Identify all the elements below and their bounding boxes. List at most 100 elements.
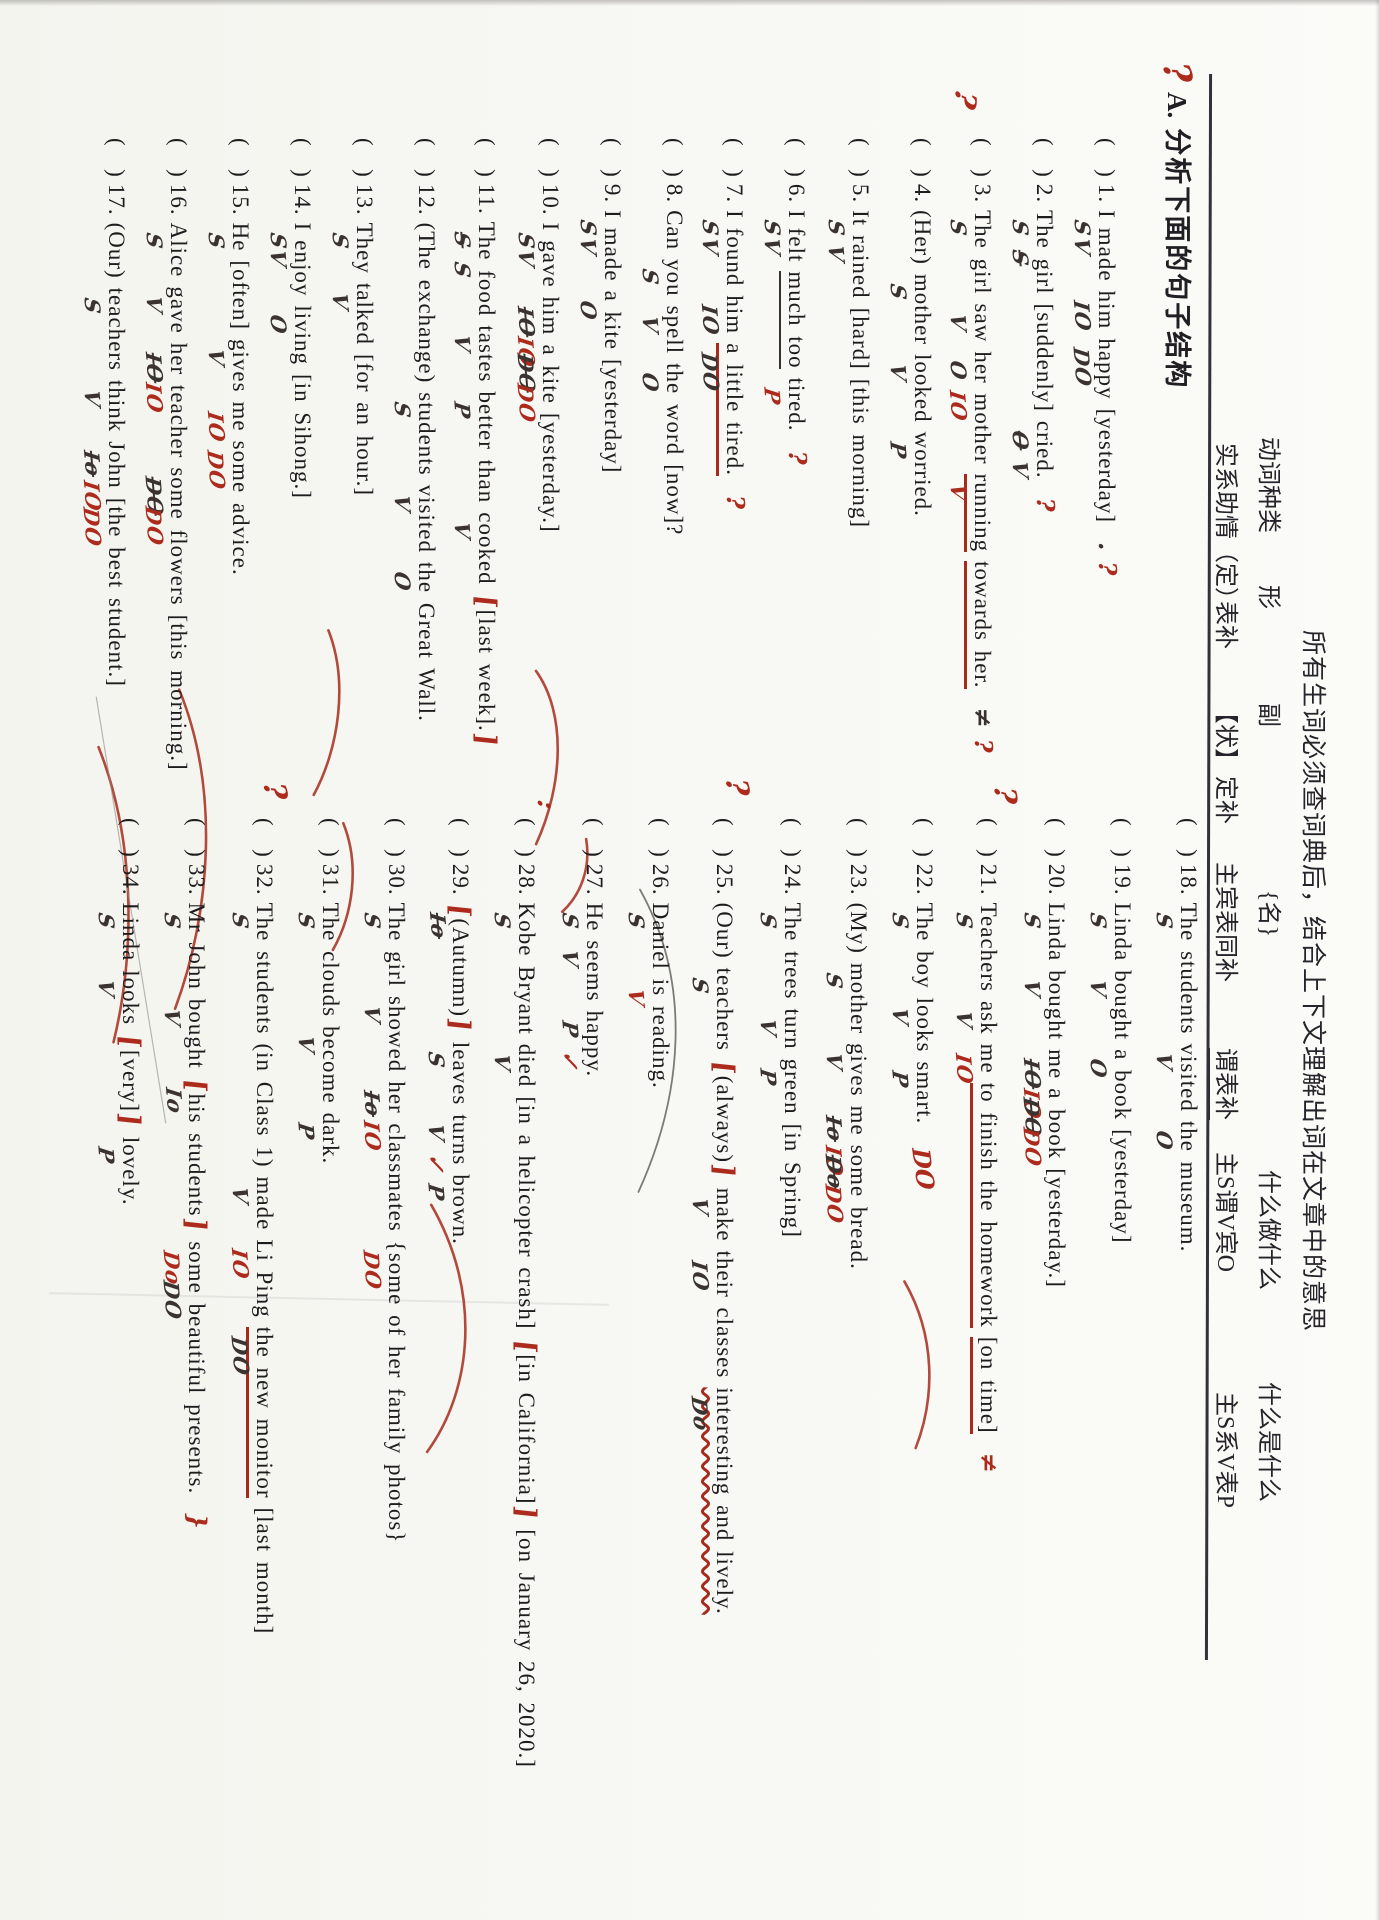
handwritten-mark: IO (140, 351, 169, 385)
word-token: running V (945, 473, 995, 553)
word-token: [[in California]] (510, 1337, 541, 1521)
sentence-item-11: ( ) 11. The food S S tastes V better than P cooke… (449, 138, 501, 757)
word-token: gives V (821, 1043, 871, 1097)
handwritten-mark: V (513, 248, 540, 270)
handwritten-mark: S (945, 218, 972, 238)
handwritten-mark: V (755, 1016, 782, 1038)
handwritten-mark: O (945, 359, 972, 383)
handwritten-mark: V (265, 248, 292, 270)
word-token: me IO (950, 1043, 1001, 1086)
word-token: The students S (227, 902, 277, 1035)
grader-doodle: ? (255, 781, 294, 801)
word-token: {some of her family photos} DO (358, 1240, 409, 1544)
sentence-number: 1. (1094, 183, 1119, 204)
handwritten-mark: V (823, 243, 850, 265)
handwritten-mark: S (697, 218, 724, 238)
word-token: spell V (637, 305, 687, 355)
handwritten-mark: V (79, 388, 106, 409)
word-token: Li Ping IO (226, 1239, 277, 1318)
word-token: [yesterday] (1110, 1129, 1135, 1244)
word-token: a book DO DO (1018, 1088, 1069, 1169)
scan-edge-shadow (0, 0, 1379, 6)
handwritten-mark: V (697, 236, 724, 257)
sentence-item-2: ( ) 2. The girl S S [suddenly] cried. O V? (1007, 138, 1060, 513)
word-token: think V (79, 380, 129, 433)
word-token: happy DO (1068, 338, 1119, 400)
handwritten-mark: Io (78, 449, 107, 479)
handwritten-mark: V (887, 1005, 914, 1027)
word-token: [now]? (662, 464, 687, 536)
answer-blank-parens: ( ) (166, 138, 191, 179)
word-token: [yesterday] (600, 359, 625, 474)
word-token: turn V (755, 1008, 805, 1050)
sentence-number: 16. (166, 183, 191, 216)
answer-blank-parens: ( ) (848, 138, 873, 179)
handwritten-mark: S (93, 910, 120, 931)
handwritten-mark: S (637, 267, 664, 287)
answer-blank-parens: ( ) (1032, 138, 1057, 179)
word-token: bought V (1019, 970, 1069, 1041)
handwritten-mark: ✓ (557, 1048, 584, 1071)
sentence-number: 12. (414, 183, 439, 216)
handwritten-mark: V (951, 1009, 978, 1030)
handwritten-mark: IO (696, 303, 725, 338)
handwritten-mark: V (821, 1051, 848, 1072)
red-bracket-mark: [ (470, 593, 501, 611)
sentence-number: 24. (780, 863, 805, 896)
word-token: him IO (1068, 290, 1119, 333)
word-token: [hard] (848, 307, 873, 370)
handwritten-mark: V (687, 1196, 714, 1217)
handwritten-mark: S (575, 218, 602, 238)
handwritten-mark: V (227, 1184, 254, 1206)
word-token: students S (389, 392, 439, 476)
handwritten-mark: S (755, 910, 782, 931)
word-token: turns V ✓ (423, 1114, 473, 1175)
word-token: cooked V (449, 512, 499, 585)
answer-blank-parens: ( ) (474, 138, 499, 179)
trailing-mark: ? (1031, 497, 1060, 513)
red-bracket-mark: [ (114, 1033, 145, 1051)
handwritten-mark: P (759, 385, 786, 407)
handwritten-mark: IO (202, 409, 231, 444)
word-token: [the best student.] DO (78, 497, 129, 687)
handwritten-mark: V (359, 1004, 386, 1026)
sentence-item-19: ( ) 19. Linda S bought V a book O [yesterday] (1085, 818, 1135, 1253)
sentence-number: 10. (538, 183, 563, 216)
word-token: worried. P (885, 431, 935, 517)
answer-blank-parens: ( ) (1094, 138, 1119, 179)
word-token: looks V (93, 970, 143, 1026)
header-term-adjective: 形 (1255, 585, 1281, 609)
sentence-item-8: ( ) 8. Can you S spell V the word O [now]? (637, 138, 687, 544)
handwritten-mark: V (1151, 1051, 1178, 1073)
handwritten-mark: V (141, 294, 168, 316)
handwritten-mark: S (1085, 910, 1112, 931)
word-token: seems V (557, 940, 607, 1002)
handwritten-mark: DO (820, 1182, 849, 1226)
sentence-item-31: ( ) 31. The clouds S become V dark. P (293, 818, 343, 1173)
sentence-number: 19. (1110, 863, 1135, 896)
section-a-title: 分析下面的句子结构 (1162, 128, 1192, 390)
word-token: rained V (823, 235, 873, 299)
word-token: dark. P (293, 1112, 343, 1165)
word-token: Linda S (1085, 902, 1135, 962)
word-token: gave V (513, 240, 563, 288)
trailing-mark: ? (1093, 561, 1122, 577)
word-token: gives V (203, 338, 253, 393)
word-token: visited V (389, 484, 439, 553)
answer-blank-parens: ( ) (414, 138, 439, 179)
handwritten-mark: S (1007, 248, 1034, 268)
answer-blank-parens: ( ) (976, 818, 1001, 859)
sentence-number: 14. (290, 183, 315, 216)
word-token: looks V (887, 997, 937, 1053)
word-token: tastes V (449, 325, 499, 383)
handwritten-mark: S (885, 282, 912, 302)
sentence-number: 20. (1044, 863, 1069, 896)
word-token: [(always)] (708, 1059, 739, 1180)
handwritten-mark: V (389, 492, 416, 514)
word-token: tired. P (759, 377, 809, 432)
handwritten-mark: V (327, 291, 354, 312)
answer-blank-parens: ( ) (712, 818, 737, 859)
